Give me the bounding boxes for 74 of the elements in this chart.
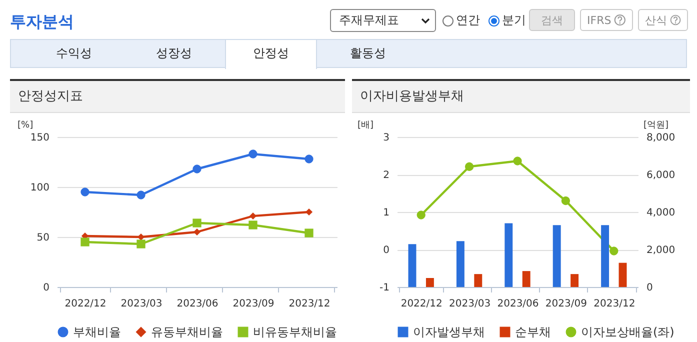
bar: [618, 262, 627, 287]
y-tick-label: 2: [383, 170, 390, 181]
y-tick-label: 50: [36, 232, 50, 244]
y-axis-title: [배]: [358, 120, 374, 130]
point: [304, 228, 314, 238]
x-tick-label: 2023/12: [594, 298, 636, 310]
y-tick-label: -1: [380, 282, 390, 294]
point: [561, 196, 570, 206]
x-tick-label: 2023/09: [232, 298, 274, 310]
bar: [570, 274, 579, 287]
y-tick-label: 3: [383, 132, 390, 144]
point: [305, 208, 313, 216]
y2-tick-label: 6,000: [646, 170, 676, 181]
legend-label: 이자보상배율(좌): [581, 325, 674, 339]
point: [249, 212, 257, 220]
x-tick-label: 2022/12: [400, 298, 442, 310]
point: [80, 188, 90, 196]
x-tick-label: 2023/09: [545, 298, 587, 310]
point: [192, 218, 202, 228]
bar: [426, 278, 434, 287]
point: [136, 190, 146, 200]
y2-tick-label: 0: [646, 282, 653, 294]
y2-axis-title: [억원]: [644, 120, 669, 130]
point: [610, 246, 618, 256]
y2-tick-label: 2,000: [646, 245, 676, 256]
x-tick-label: 2023/03: [449, 298, 491, 310]
text: 안정성: [225, 39, 317, 69]
point: [193, 228, 201, 236]
y-tick-label: 0: [383, 245, 390, 256]
point: [416, 210, 426, 220]
legend-label: 순부채: [515, 325, 551, 339]
text: 활동성: [349, 45, 387, 62]
legend-label: 비유동부채비율: [253, 325, 337, 339]
bar: [601, 225, 610, 287]
point: [304, 154, 314, 164]
bar: [474, 274, 482, 287]
y-axis-title: [%]: [18, 120, 34, 130]
bar: [552, 225, 561, 287]
chart-title: 안정성지표: [10, 81, 345, 113]
text: 투자분석: [10, 12, 74, 33]
point: [248, 220, 258, 230]
legend-label: 이자발생부채: [413, 325, 485, 339]
x-tick-label: 2023/03: [120, 298, 162, 310]
chart-title: 이자비용발생부채: [352, 81, 690, 113]
text: 연간: [456, 12, 480, 29]
point: [192, 164, 202, 174]
bar: [456, 241, 464, 287]
x-tick-label: 2023/12: [288, 298, 330, 310]
text: IFRS: [587, 14, 612, 26]
point: [80, 238, 90, 246]
text: 검색: [529, 9, 575, 31]
point: [513, 156, 522, 166]
point: [136, 240, 146, 248]
y-tick-label: 150: [30, 132, 50, 144]
point: [464, 162, 474, 171]
y-tick-label: 0: [43, 282, 50, 294]
text: 주재무제표: [339, 12, 399, 29]
point: [248, 150, 258, 158]
y-tick-label: 100: [30, 182, 50, 194]
legend-label: 유동부채비율: [151, 325, 223, 339]
y-tick-label: 1: [383, 208, 390, 218]
bar: [408, 244, 416, 287]
x-tick-label: 2023/06: [176, 298, 218, 310]
text: 분기: [502, 12, 526, 29]
text: 성장성: [155, 45, 193, 62]
bar: [504, 223, 513, 287]
text: 수익성: [55, 45, 93, 62]
y2-tick-label: 4,000: [646, 208, 676, 218]
x-tick-label: 2023/06: [497, 298, 539, 310]
bar: [522, 271, 530, 287]
legend-label: 부채비율: [73, 325, 121, 339]
text: 산식: [645, 12, 667, 28]
x-tick-label: 2022/12: [64, 298, 106, 310]
y2-tick-label: 8,000: [646, 132, 676, 144]
